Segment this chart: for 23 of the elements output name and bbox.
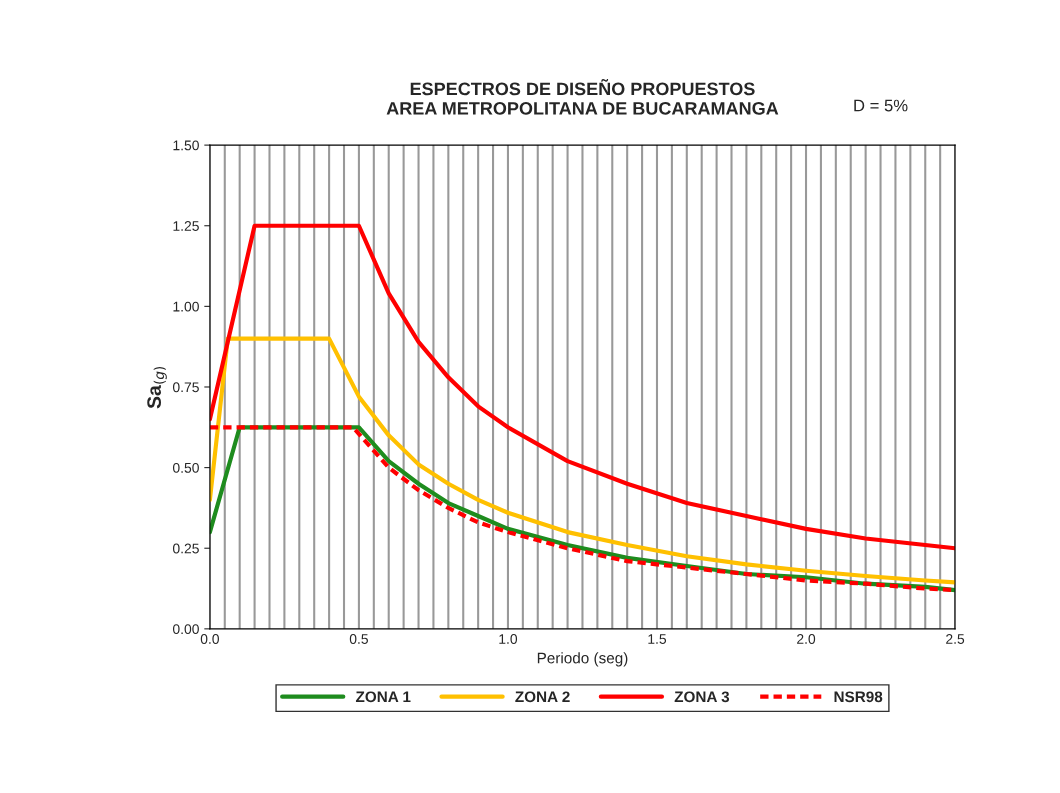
x-tick-label: 2.0 — [797, 634, 816, 644]
x-tick-label: 2.5 — [946, 634, 965, 644]
x-tick-label: 0.0 — [200, 634, 219, 644]
y-tick-label: 0.25 — [172, 543, 199, 554]
x-axis-title: Periodo (seg) — [537, 652, 628, 667]
y-tick-label: 0.75 — [172, 382, 199, 393]
y-tick-label: 1.50 — [173, 140, 199, 151]
x-tick-label: 1.5 — [648, 634, 667, 644]
x-tick-label: 1.0 — [499, 634, 518, 644]
y-axis-title: Sa$_{(g)}$ — [147, 366, 167, 409]
y-tick-label: 1.00 — [173, 301, 199, 312]
legend-label: NSR98 — [834, 691, 883, 703]
legend-label: ZONA 2 — [515, 691, 570, 703]
legend-label: ZONA 1 — [355, 691, 411, 703]
y-tick-label: 0.50 — [172, 462, 199, 473]
x-tick-label: 0.5 — [349, 634, 368, 644]
line-series — [209, 223, 956, 551]
text: D = 5% — [854, 99, 908, 112]
line-series — [209, 336, 956, 585]
chart-title: ESPECTROS DE DISEÑO PROPUESTOS AREA METROPOLITANA DE BUCARAMANGA — [386, 79, 779, 115]
legend-label: ZONA 3 — [674, 691, 730, 703]
y-tick-label: 0.00 — [172, 624, 199, 635]
y-tick-label: 1.25 — [173, 221, 199, 231]
